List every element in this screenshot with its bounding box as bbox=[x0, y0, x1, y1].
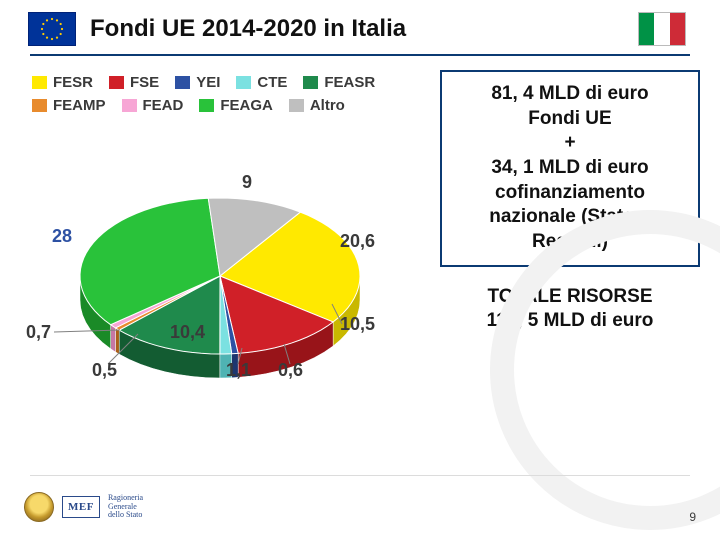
page-title: Fondi UE 2014-2020 in Italia bbox=[90, 15, 406, 43]
legend-swatch bbox=[289, 99, 304, 112]
legend-label: YEI bbox=[196, 74, 220, 91]
pie-slice-label: 0,7 bbox=[26, 322, 51, 343]
legend-label: FEAD bbox=[143, 97, 184, 114]
footer-divider bbox=[30, 475, 690, 476]
info-line: cofinanziamento bbox=[450, 181, 690, 206]
legend-item: YEI bbox=[175, 74, 220, 91]
legend-label: FSE bbox=[130, 74, 159, 91]
legend-item: FEASR bbox=[303, 74, 375, 91]
legend-item: FEAD bbox=[122, 97, 184, 114]
legend-item: FESR bbox=[32, 74, 93, 91]
italy-emblem-icon bbox=[24, 492, 54, 522]
legend-item: CTE bbox=[236, 74, 287, 91]
legend-label: CTE bbox=[257, 74, 287, 91]
legend-swatch bbox=[32, 99, 47, 112]
footer: MEF Ragioneria Generale dello Stato bbox=[24, 492, 143, 522]
legend-swatch bbox=[32, 76, 47, 89]
it-green bbox=[639, 13, 654, 45]
eu-flag-icon bbox=[28, 12, 76, 46]
page-number: 9 bbox=[689, 510, 696, 524]
pie-slice-label: 28 bbox=[52, 226, 72, 247]
info-line: Fondi UE bbox=[450, 107, 690, 132]
legend-label: FESR bbox=[53, 74, 93, 91]
legend-item: FEAMP bbox=[32, 97, 106, 114]
legend-item: FSE bbox=[109, 74, 159, 91]
pie-slice-label: 9 bbox=[242, 172, 252, 193]
slide-page: Fondi UE 2014-2020 in Italia FESR FSE YEI C… bbox=[0, 0, 720, 540]
legend-swatch bbox=[175, 76, 190, 89]
chart-legend: FESR FSE YEI CTE FEASR FEAMP FEAD FEAGA Altro bbox=[20, 70, 430, 122]
chart-column: FESR FSE YEI CTE FEASR FEAMP FEAD FEAGA Altro 20… bbox=[20, 70, 430, 416]
pie-slice-label: 1,1 bbox=[226, 360, 251, 381]
legend-label: FEAMP bbox=[53, 97, 106, 114]
info-line: + bbox=[450, 131, 690, 156]
mef-logo: MEF bbox=[62, 496, 100, 518]
legend-swatch bbox=[303, 76, 318, 89]
legend-label: Altro bbox=[310, 97, 345, 114]
it-white bbox=[654, 13, 669, 45]
legend-item: Altro bbox=[289, 97, 345, 114]
legend-label: FEASR bbox=[324, 74, 375, 91]
it-red bbox=[670, 13, 685, 45]
info-line: 81, 4 MLD di euro bbox=[450, 82, 690, 107]
pie-slice-label: 0,5 bbox=[92, 360, 117, 381]
info-line: 34, 1 MLD di euro bbox=[450, 156, 690, 181]
mef-subtitle: Ragioneria Generale dello Stato bbox=[108, 494, 143, 519]
legend-item: FEAGA bbox=[199, 97, 273, 114]
pie-slice-label: 0,6 bbox=[278, 360, 303, 381]
pie-slice-label: 10,5 bbox=[340, 314, 375, 335]
legend-swatch bbox=[199, 99, 214, 112]
header-divider bbox=[30, 54, 690, 56]
legend-label: FEAGA bbox=[220, 97, 273, 114]
pie-chart: 20,6 10,5 0,6 1,1 10,4 0,5 0,7 28 9 bbox=[20, 126, 420, 416]
legend-swatch bbox=[109, 76, 124, 89]
italy-flag-icon bbox=[638, 12, 686, 46]
pie-slice-label: 10,4 bbox=[170, 322, 205, 343]
legend-swatch bbox=[122, 99, 137, 112]
legend-swatch bbox=[236, 76, 251, 89]
pie-slice-label: 20,6 bbox=[340, 231, 375, 252]
header: Fondi UE 2014-2020 in Italia bbox=[0, 0, 720, 52]
